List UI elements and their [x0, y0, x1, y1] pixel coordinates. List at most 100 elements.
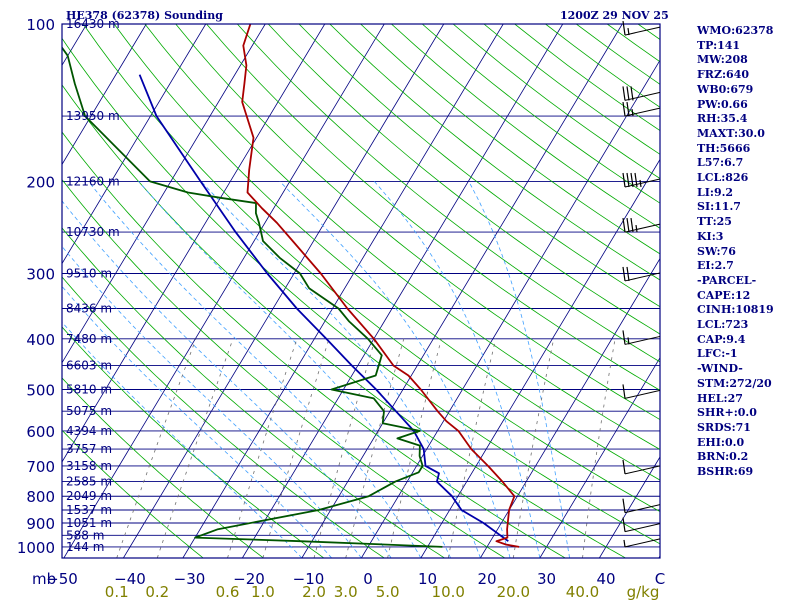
height-label: 6603 m	[66, 359, 112, 373]
dry-adiabat-line	[62, 131, 566, 558]
isotherm-line	[242, 24, 564, 558]
pressure-tick-label: 400	[26, 331, 55, 349]
mixing-ratio-line	[227, 338, 298, 558]
dry-adiabat-line	[144, 24, 660, 450]
wind-barb-staff	[624, 107, 661, 117]
stat-line: TP:141	[697, 38, 741, 52]
wind-barb-staff	[624, 335, 661, 345]
stat-line: STM:272/20	[697, 376, 772, 390]
dry-adiabat-line	[329, 24, 660, 281]
wind-barb-staff	[624, 504, 661, 514]
isotherm-line	[539, 356, 660, 558]
wind-barb-flag	[622, 384, 626, 399]
temperature-tick-label: −30	[174, 570, 206, 588]
height-label: 9510 m	[66, 266, 112, 280]
isotherm-line	[62, 24, 207, 265]
dry-adiabat-line	[62, 84, 626, 558]
dry-adiabat-line	[62, 276, 385, 558]
height-label: 2585 m	[66, 475, 112, 489]
wind-barb	[622, 218, 661, 233]
pressure-tick-label: 100	[26, 16, 55, 34]
wind-barb-flag	[622, 498, 626, 513]
pressure-tick-label: 800	[26, 488, 55, 506]
dry-adiabat-line	[62, 429, 204, 558]
stat-line: MW:208	[697, 53, 748, 67]
moist-adiabat-line	[62, 321, 303, 558]
mixing-ratio-line	[116, 338, 197, 558]
wind-barb-flag	[622, 172, 626, 188]
wind-barb-flag	[626, 172, 630, 188]
stability-indices-panel: WMO:62378 TP:141 MW:208 FRZ:640 WB0:679 PW:0.…	[697, 24, 797, 480]
mixing-ratio-line	[512, 338, 555, 558]
dry-adiabat-line	[62, 326, 325, 558]
isotherm-line	[62, 24, 266, 364]
stat-line: KI:3	[697, 229, 724, 243]
stat-line: -WIND-	[697, 362, 743, 376]
wind-barb	[622, 101, 661, 117]
isotherm-line	[62, 24, 147, 166]
wind-barb-layer	[622, 20, 661, 548]
wind-barb-flag	[622, 20, 626, 36]
temperature-unit-label: C	[655, 570, 665, 588]
moist-adiabat-line	[373, 181, 541, 558]
mixing-ratio-tick-label: 5.0	[376, 583, 400, 600]
wind-barb-flag	[622, 218, 626, 233]
wind-barb-staff	[624, 523, 661, 533]
wind-barb-flag	[630, 172, 634, 188]
isotherm-line	[123, 24, 445, 558]
mixing-ratio-tick-label: 20.0	[497, 583, 530, 600]
dry-adiabat-line	[62, 227, 445, 558]
wind-barb-flag	[622, 330, 626, 345]
pressure-tick-label: 200	[26, 173, 55, 191]
isotherm-line	[361, 59, 660, 558]
dry-adiabat-line	[113, 24, 660, 481]
mixing-ratio-line	[447, 338, 497, 558]
height-label: 5810 m	[66, 383, 112, 397]
wind-barb-flag	[623, 539, 626, 548]
wind-barb-flag	[622, 101, 626, 117]
height-label: 3757 m	[66, 442, 112, 456]
dewpoint-trace	[62, 46, 443, 548]
temperature-tick-label: −40	[114, 570, 146, 588]
wind-barb-flag	[626, 86, 630, 101]
moist-adiabat-line	[62, 285, 332, 558]
dry-adiabat-line	[62, 37, 660, 545]
temperature-trace	[241, 24, 520, 548]
temperature-tick-label: 0	[363, 570, 373, 588]
plot-frame	[61, 23, 661, 559]
isotherm-line	[62, 24, 326, 463]
stat-line: SHR+:0.0	[697, 406, 757, 420]
mixing-ratio-line	[387, 338, 442, 558]
stat-line: CAPE:12	[697, 288, 751, 302]
stat-line: LCL:826	[697, 171, 749, 185]
mixing-ratio-tick-label: 1.0	[251, 583, 275, 600]
temperature-tick-label: −50	[46, 570, 78, 588]
pressure-tick-label: 900	[26, 515, 55, 533]
pressure-tick-label: 700	[26, 458, 55, 476]
stat-line: WMO:62378	[697, 24, 774, 37]
moist-adiabat-line	[88, 181, 422, 558]
wind-barb-flag	[630, 86, 634, 101]
dry-adiabat-line	[298, 24, 660, 308]
isotherm-line	[599, 456, 660, 558]
moist-adiabat-line	[200, 181, 481, 558]
temperature-tick-label: 30	[537, 570, 556, 588]
isotherm-line	[182, 24, 504, 558]
stat-line: SI:11.7	[697, 200, 741, 214]
moist-adiabat-line	[279, 181, 511, 558]
pressure-tick-label: 600	[26, 423, 55, 441]
wind-barb-flag	[626, 101, 630, 117]
height-label: 5075 m	[66, 404, 112, 418]
profile-layer	[62, 24, 520, 548]
isotherm-line	[63, 24, 385, 558]
wind-barb-flag	[635, 225, 638, 233]
pressure-tick-label: 500	[26, 382, 55, 400]
wind-barb-staff	[624, 272, 661, 282]
wind-barb-flag	[634, 172, 638, 188]
wind-barb-flag	[626, 266, 630, 282]
stat-line: MAXT:30.0	[697, 126, 765, 140]
stat-line: EHI:0.0	[697, 435, 745, 449]
height-label: 8436 m	[66, 302, 112, 316]
wind-barb-flag	[639, 179, 642, 188]
stat-line: WB0:679	[697, 82, 754, 96]
